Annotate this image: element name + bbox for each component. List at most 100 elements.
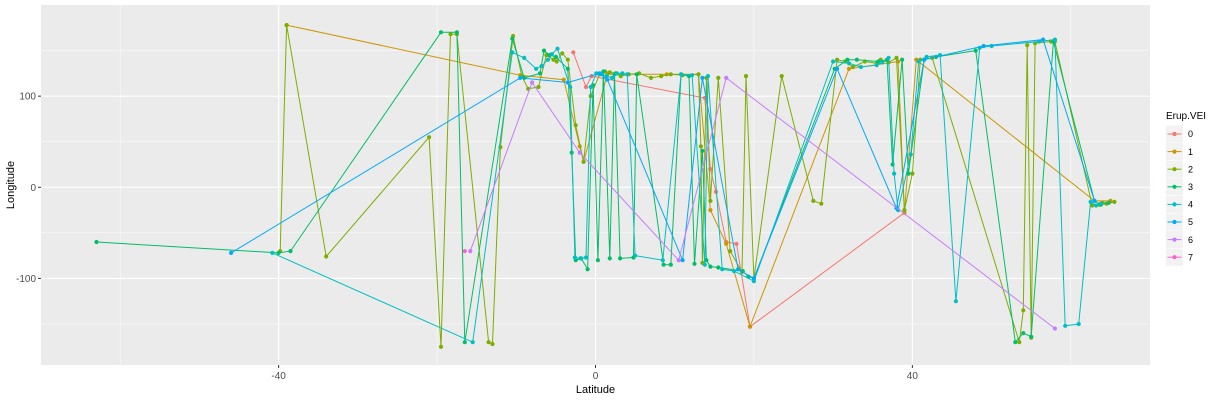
series-layer — [94, 23, 1117, 349]
data-point — [1041, 37, 1046, 42]
data-point — [581, 159, 586, 164]
data-point — [720, 267, 725, 272]
data-point — [679, 72, 684, 77]
data-point — [427, 135, 432, 140]
legend-label: 1 — [1188, 147, 1193, 157]
data-point — [708, 264, 713, 269]
data-point — [736, 267, 741, 272]
legend-label: 0 — [1188, 129, 1193, 139]
data-point — [724, 75, 729, 80]
data-point — [892, 171, 897, 176]
data-point — [728, 249, 733, 254]
legend-key-point — [1172, 167, 1177, 172]
data-point — [1052, 37, 1057, 42]
data-point — [607, 70, 612, 75]
data-point — [648, 75, 654, 80]
data-point — [880, 60, 885, 65]
data-point — [1076, 321, 1081, 327]
data-point — [597, 71, 602, 76]
y-tick-label: 100 — [19, 92, 36, 103]
data-point — [835, 66, 840, 71]
y-axis: -100 0 100 — [16, 92, 41, 285]
data-point — [692, 261, 697, 266]
legend-item-0: 0 — [1166, 125, 1193, 143]
data-point — [468, 249, 473, 254]
data-point — [595, 258, 601, 263]
data-point — [747, 324, 753, 329]
legend-key-point — [1172, 184, 1177, 189]
legend-item-3: 3 — [1166, 178, 1193, 196]
data-point — [229, 250, 234, 255]
data-point — [572, 255, 578, 260]
data-point — [922, 57, 927, 62]
y-axis-title: Longitude — [5, 161, 17, 209]
data-point — [1112, 199, 1117, 204]
legend-label: 6 — [1188, 235, 1193, 245]
data-point — [1017, 340, 1022, 345]
data-point — [561, 77, 566, 82]
series-6-line — [469, 77, 1056, 329]
data-point — [573, 123, 578, 128]
data-point — [659, 74, 664, 79]
data-point — [583, 84, 589, 90]
legend-label: 5 — [1188, 217, 1193, 227]
data-point — [614, 71, 620, 76]
series-6 — [468, 75, 1057, 331]
data-point — [724, 241, 729, 246]
data-point — [924, 54, 929, 60]
data-point — [1090, 203, 1095, 208]
data-point — [555, 46, 560, 51]
series-4-line — [272, 39, 1102, 343]
data-point — [625, 72, 630, 77]
data-point — [874, 63, 879, 68]
legend: Erup.VEI 0 1 2 3 4 5 6 7 — [1166, 111, 1206, 266]
data-point — [702, 262, 707, 267]
data-point — [680, 258, 685, 263]
data-point — [607, 256, 612, 261]
data-point — [571, 50, 576, 55]
y-tick-label: -100 — [16, 274, 36, 285]
data-point — [1063, 323, 1068, 328]
data-point — [518, 75, 523, 80]
data-point — [779, 74, 784, 79]
data-point — [462, 340, 467, 345]
series-0-line — [572, 52, 905, 328]
data-point — [981, 43, 986, 49]
data-point — [705, 74, 711, 79]
data-point — [819, 201, 824, 206]
data-point — [1098, 201, 1103, 206]
data-point — [660, 258, 665, 263]
x-tick-label: 0 — [593, 371, 599, 382]
data-point — [1106, 200, 1111, 205]
legend-key-point — [1172, 219, 1177, 225]
data-point — [605, 77, 610, 82]
x-tick-label: 40 — [907, 371, 919, 382]
data-point — [886, 55, 891, 61]
data-point — [565, 57, 570, 62]
data-point — [690, 73, 695, 78]
data-point — [732, 269, 737, 274]
series-2-line — [279, 25, 1115, 347]
data-point — [668, 262, 673, 267]
data-point — [953, 299, 959, 304]
data-point — [1021, 308, 1026, 313]
data-point — [700, 148, 705, 153]
data-point — [276, 250, 281, 255]
data-point — [490, 341, 495, 347]
y-tick-label: 0 — [30, 183, 36, 194]
data-point — [588, 84, 593, 90]
data-point — [438, 30, 444, 35]
data-point — [541, 48, 547, 53]
data-point — [1029, 334, 1034, 339]
legend-key-point — [1172, 131, 1177, 137]
data-point — [583, 255, 589, 260]
data-point — [716, 265, 721, 270]
x-axis: -40 0 40 — [271, 365, 918, 382]
data-point — [751, 276, 757, 281]
data-point — [560, 51, 565, 56]
legend-key-point — [1172, 149, 1177, 154]
data-point — [906, 171, 911, 176]
legend-key-point — [1172, 202, 1177, 207]
legend-item-4: 4 — [1166, 195, 1193, 213]
